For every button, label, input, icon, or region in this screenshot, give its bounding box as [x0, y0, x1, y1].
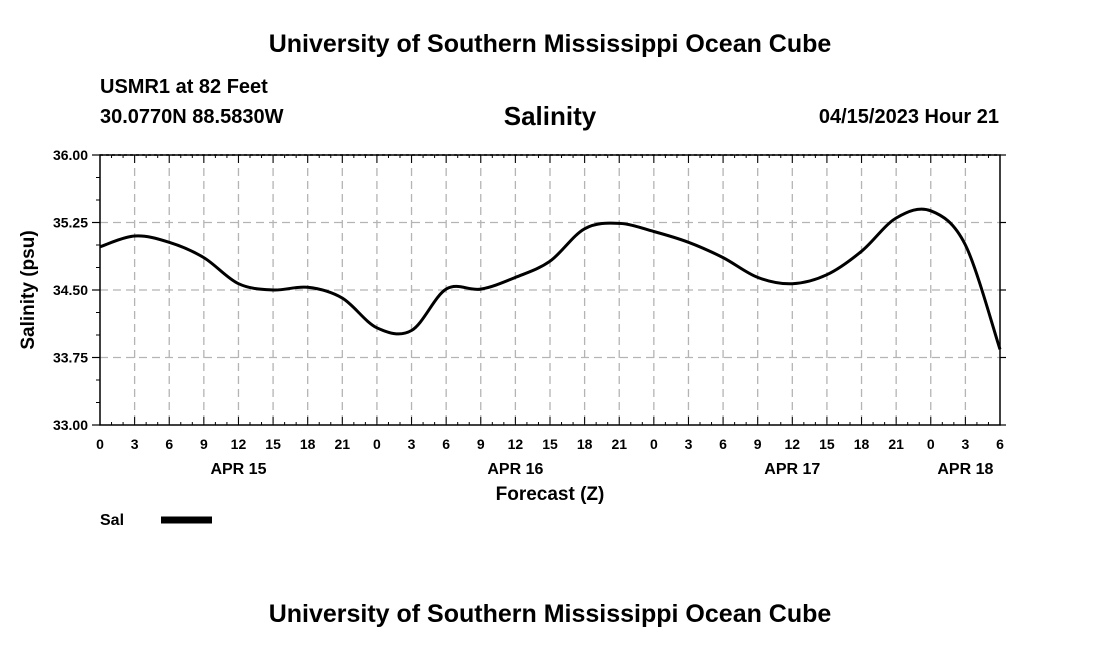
x-tick-label: 15 — [819, 436, 835, 452]
y-tick-label: 33.75 — [53, 350, 88, 366]
date-label-apr-18: APR 18 — [937, 461, 993, 478]
page-title-top: University of Southern Mississippi Ocean… — [268, 30, 832, 58]
coordinates-label: 30.0770N 88.5830W — [100, 106, 284, 128]
x-tick-label: 6 — [719, 436, 727, 452]
legend-label: Sal — [100, 512, 124, 529]
page-title-bottom: University of Southern Mississippi Ocean… — [268, 600, 832, 628]
x-tick-label: 3 — [961, 436, 969, 452]
x-tick-label: 15 — [542, 436, 558, 452]
y-tick-labels: 33.00 33.75 34.50 35.25 36.00 — [53, 147, 88, 433]
y-tick-label: 33.00 — [53, 417, 88, 433]
x-tick-label: 12 — [785, 436, 801, 452]
x-tick-label: 6 — [165, 436, 173, 452]
x-tick-label: 12 — [508, 436, 524, 452]
x-tick-label: 6 — [996, 436, 1004, 452]
x-tick-label: 6 — [442, 436, 450, 452]
x-tick-label: 21 — [888, 436, 904, 452]
date-label-apr-15: APR 15 — [210, 461, 266, 478]
y-axis-title: Salinity (psu) — [18, 230, 39, 349]
x-tick-label: 18 — [300, 436, 316, 452]
x-tick-label: 21 — [335, 436, 351, 452]
x-tick-label: 18 — [577, 436, 593, 452]
x-tick-label: 18 — [854, 436, 870, 452]
date-label: 04/15/2023 Hour 21 — [818, 106, 999, 128]
x-axis-title: Forecast (Z) — [496, 484, 605, 505]
station-label: USMR1 at 82 Feet — [100, 76, 268, 98]
x-tick-label: 0 — [650, 436, 658, 452]
date-label-apr-16: APR 16 — [487, 461, 543, 478]
y-tick-label: 36.00 — [53, 147, 88, 163]
x-tick-label: 3 — [685, 436, 693, 452]
date-label-apr-17: APR 17 — [764, 461, 820, 478]
x-tick-label: 3 — [131, 436, 139, 452]
grid — [100, 155, 1000, 425]
x-tick-label: 0 — [96, 436, 104, 452]
date-labels: APR 15 APR 16 APR 17 APR 18 — [210, 461, 993, 478]
x-tick-label: 9 — [477, 436, 485, 452]
axis-ticks — [92, 154, 1006, 426]
salinity-series-line — [99, 207, 1002, 350]
chart-title: Salinity — [503, 101, 597, 131]
x-tick-label: 3 — [408, 436, 416, 452]
y-tick-label: 34.50 — [53, 282, 88, 298]
x-tick-label: 0 — [927, 436, 935, 452]
x-tick-labels: 0 3 6 9 12 15 18 21 0 3 6 9 12 15 18 21 0 3 6 9 12 15 18 21 0 3 6 — [96, 436, 1004, 452]
x-tick-label: 9 — [200, 436, 208, 452]
x-tick-label: 21 — [611, 436, 627, 452]
x-tick-label: 9 — [754, 436, 762, 452]
x-tick-label: 12 — [231, 436, 247, 452]
y-tick-label: 35.25 — [53, 215, 88, 231]
x-tick-label: 0 — [373, 436, 381, 452]
x-tick-label: 15 — [265, 436, 281, 452]
